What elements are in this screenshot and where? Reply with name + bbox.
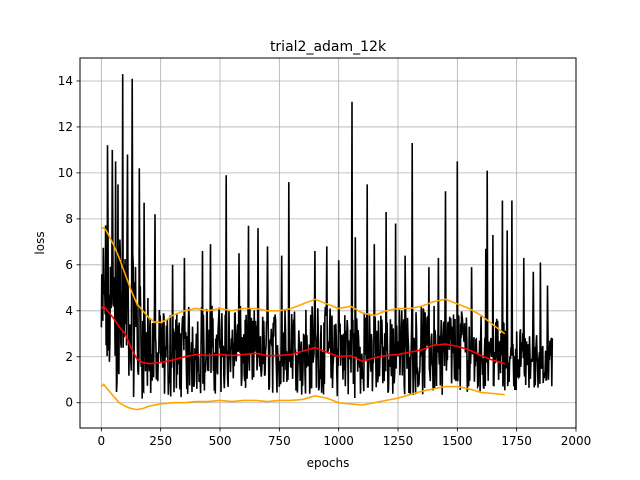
mean-loss-line bbox=[100, 304, 506, 365]
y-tick-label: 12 bbox=[58, 120, 73, 134]
y-tick-label: 6 bbox=[65, 258, 73, 272]
x-tick-label: 1000 bbox=[323, 434, 354, 448]
x-tick-label: 1750 bbox=[501, 434, 532, 448]
y-tick-label: 8 bbox=[65, 212, 73, 226]
y-tick-label: 14 bbox=[58, 74, 73, 88]
y-axis-label: loss bbox=[33, 231, 47, 254]
x-tick-label: 1250 bbox=[383, 434, 414, 448]
y-tick-label: 4 bbox=[65, 304, 73, 318]
y-tick-label: 10 bbox=[58, 166, 73, 180]
x-tick-label: 0 bbox=[98, 434, 106, 448]
plot-area bbox=[100, 74, 554, 411]
lower-band-line bbox=[100, 383, 505, 411]
y-tick-label: 2 bbox=[65, 350, 73, 364]
raw-loss-line bbox=[100, 74, 554, 399]
axes-frame bbox=[79, 57, 577, 429]
x-tick-label: 2000 bbox=[561, 434, 592, 448]
chart-title: trial2_adam_12k bbox=[270, 39, 387, 55]
upper-band-line bbox=[101, 227, 506, 335]
x-tick-label: 1500 bbox=[442, 434, 473, 448]
y-tick-label: 0 bbox=[65, 396, 73, 410]
x-axis: 0 250 500 750 1000 1250 1500 1750 2000 bbox=[98, 428, 592, 448]
x-tick-label: 500 bbox=[209, 434, 232, 448]
x-tick-label: 250 bbox=[149, 434, 172, 448]
y-axis: 0 2 4 6 8 10 12 14 bbox=[58, 74, 80, 410]
x-tick-label: 750 bbox=[268, 434, 291, 448]
x-axis-label: epochs bbox=[307, 456, 350, 470]
